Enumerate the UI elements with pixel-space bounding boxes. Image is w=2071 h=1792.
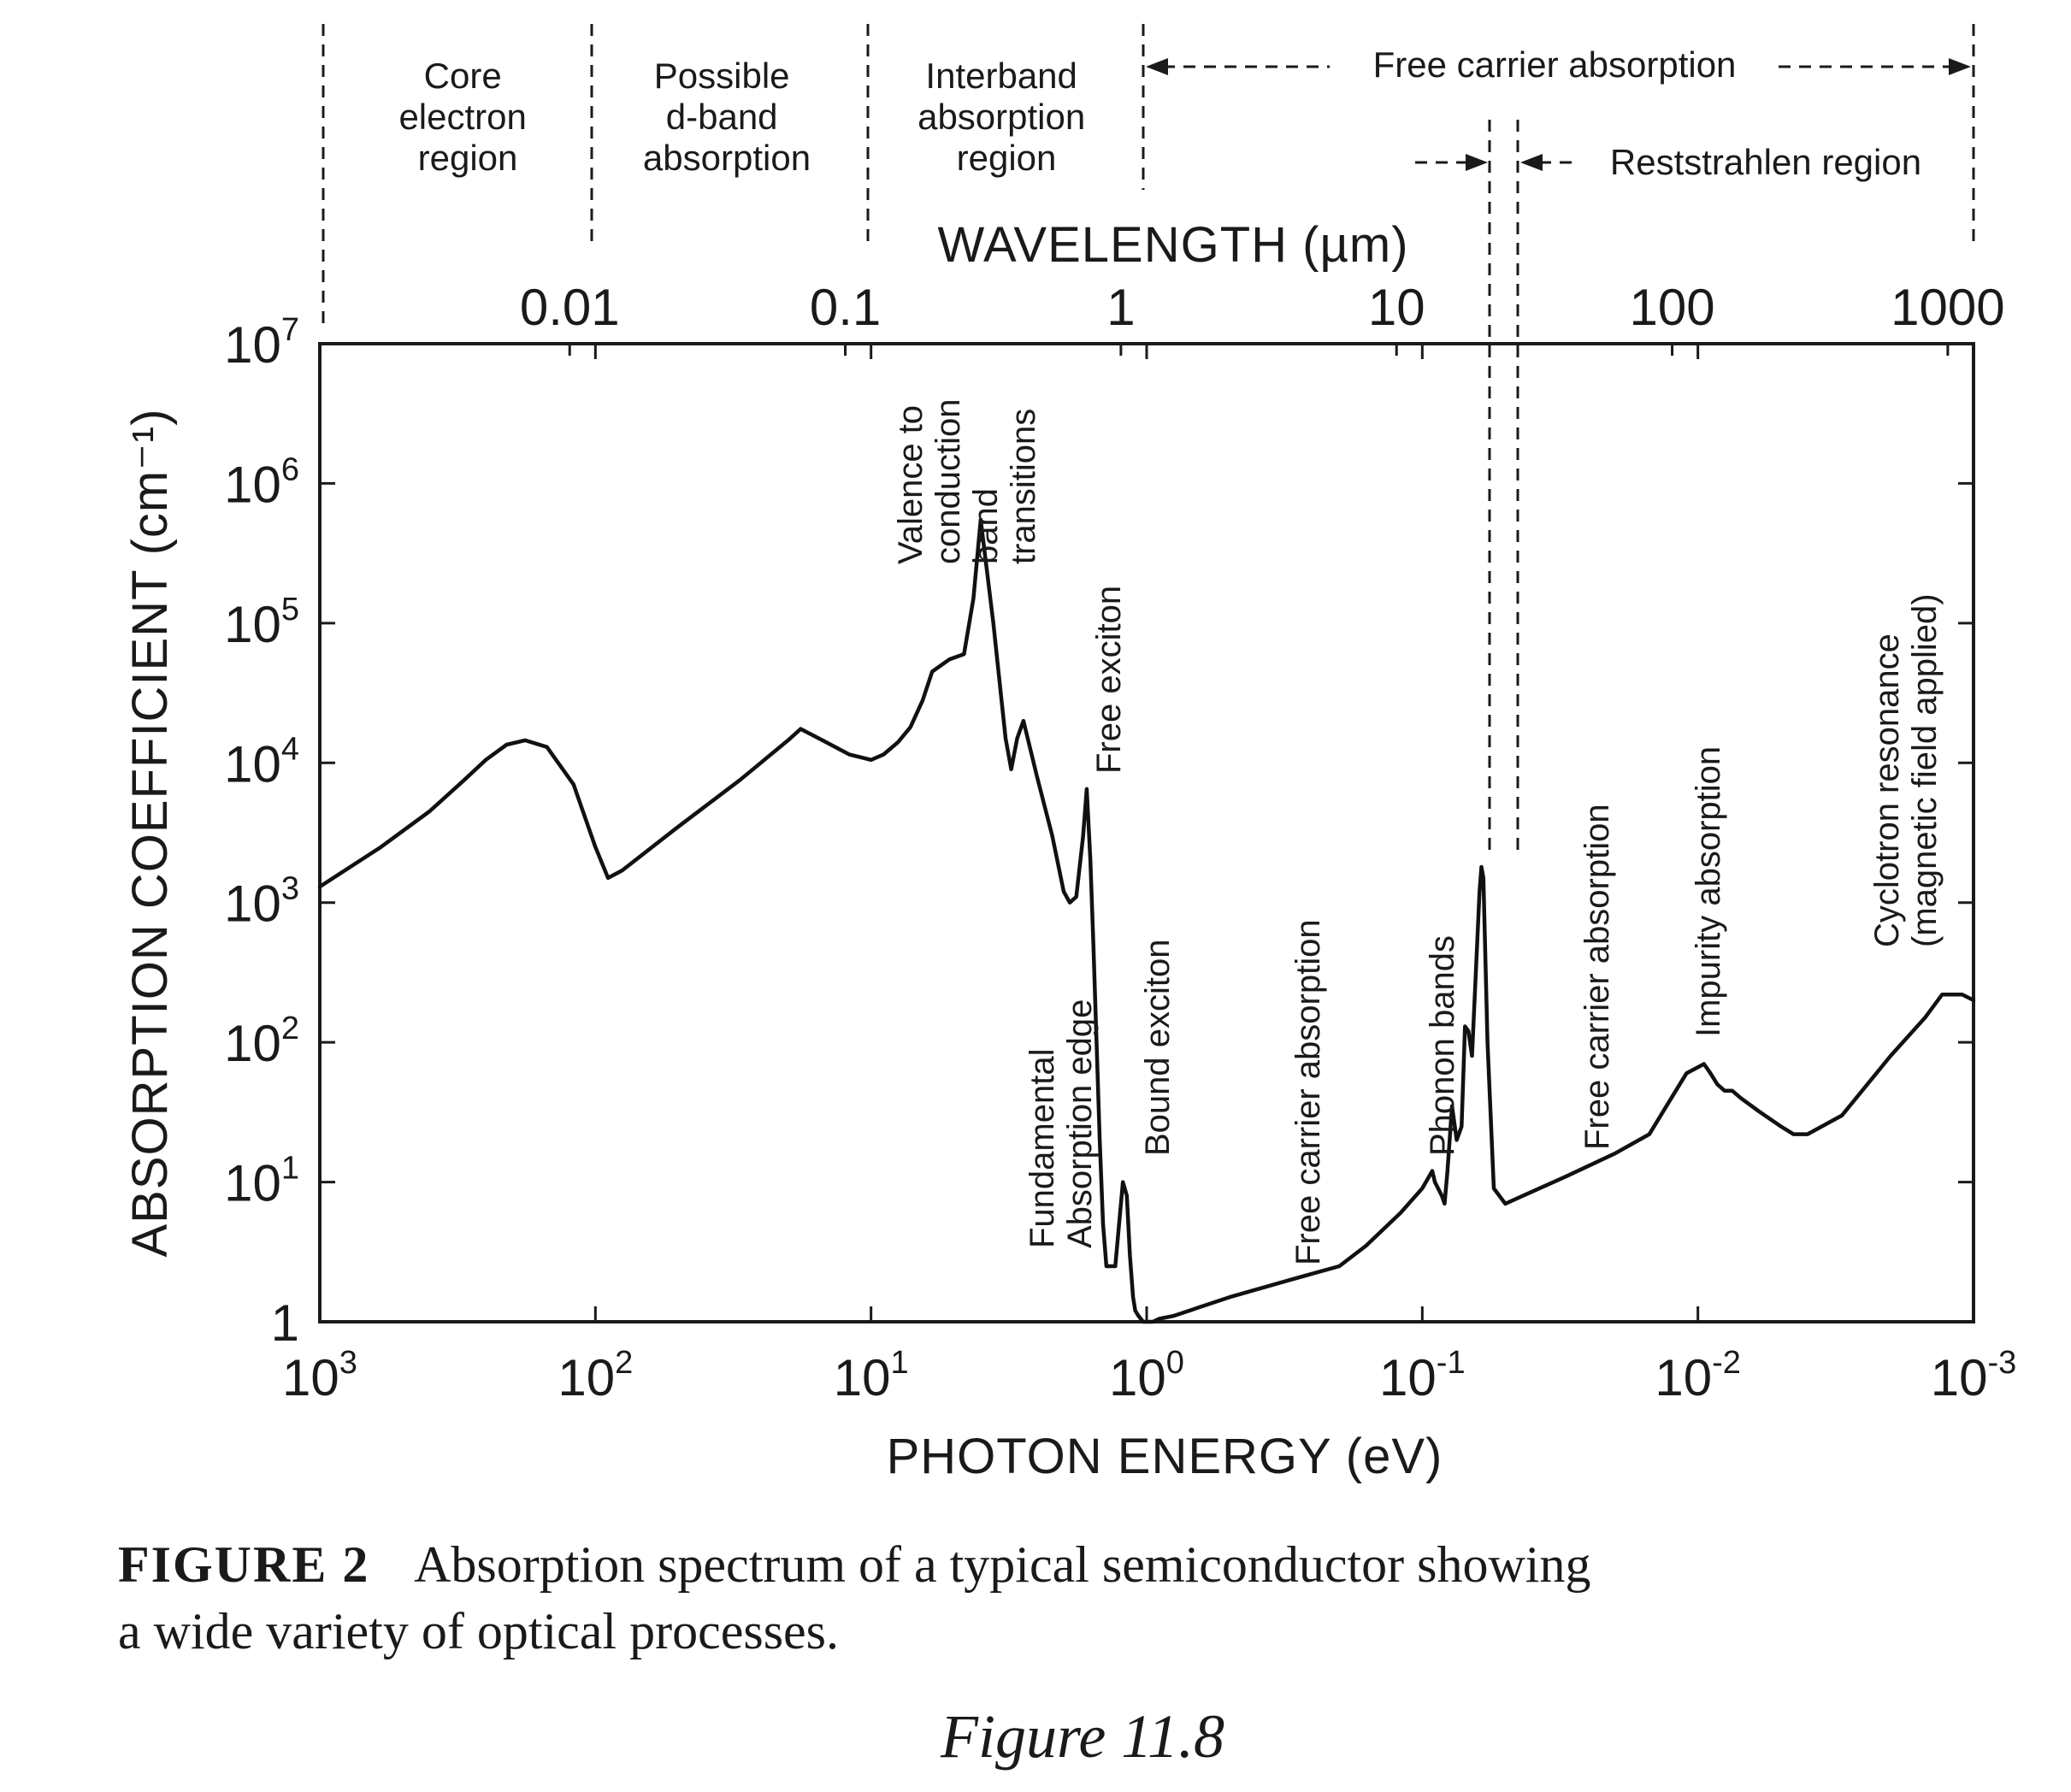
x-tick-label: 10-2 <box>1655 1345 1741 1406</box>
x-axis-title: PHOTON ENERGY (eV) <box>887 1429 1443 1484</box>
region-arrows <box>1146 58 1971 171</box>
annotation-impurity: Impurity absorption <box>1690 746 1727 1037</box>
y-tick-label: 102 <box>224 1011 299 1072</box>
region-separators <box>322 24 1975 855</box>
figure-caption-line1: FIGURE 2 Absorption spectrum of a typica… <box>118 1536 1590 1593</box>
annotation-free-carrier-2: Free carrier absorption <box>1578 804 1616 1150</box>
figure-number: Figure 11.8 <box>940 1702 1224 1771</box>
y-tick-label: 101 <box>224 1151 299 1212</box>
region-interband-label: Interband absorption region <box>917 56 1095 178</box>
x-tick-label: 102 <box>558 1345 633 1406</box>
y-axis-title: ABSORPTION COEFFICIENT (cm⁻¹) <box>122 409 178 1258</box>
free-carrier-arrow-left-head <box>1146 58 1168 75</box>
annotation-fundamental-edge: Fundamental Absorption edge <box>1024 999 1099 1248</box>
annotation-phonon-bands: Phonon bands <box>1424 935 1461 1156</box>
y-tick-label: 107 <box>224 312 299 374</box>
region-labels: Core electron region Possible d-band abs… <box>398 44 1921 182</box>
x-tick-label: 10-1 <box>1379 1345 1466 1406</box>
region-free-carrier-label: Free carrier absorption <box>1373 44 1737 85</box>
x-tick-label: 10-3 <box>1931 1345 2017 1406</box>
region-dband-label: Possible d-band absorption <box>643 56 811 178</box>
top-tick-labels: 0.01 0.1 1 10 100 1000 <box>520 279 2005 336</box>
annotation-cyclotron: Cyclotron resonance (magnetic field appl… <box>1868 593 1944 947</box>
y-tick-label: 103 <box>224 871 299 933</box>
wavelength-tick-label: 1 <box>1106 279 1135 336</box>
region-core-label: Core electron region <box>398 56 536 178</box>
y-tick-label: 106 <box>224 451 299 513</box>
axis-ticks <box>318 342 1975 1323</box>
curve-annotations: Valence to conduction band transitions F… <box>892 389 1944 1265</box>
caption-text-line1: Absorption spectrum of a typical semicon… <box>414 1536 1590 1593</box>
annotation-free-carrier-1: Free carrier absorption <box>1289 919 1327 1265</box>
wavelength-tick-label: 100 <box>1629 279 1714 336</box>
x-tick-label: 103 <box>282 1345 357 1406</box>
x2-axis-title: WAVELENGTH (µm) <box>937 217 1408 273</box>
y-tick-label: 105 <box>224 592 299 653</box>
wavelength-tick-label: 0.1 <box>810 279 881 336</box>
annotation-free-exciton: Free exciton <box>1090 586 1128 774</box>
y-tick-label: 1 <box>271 1294 299 1352</box>
x-tick-label: 101 <box>834 1345 909 1406</box>
y-tick-labels: 1 101 102 103 104 105 106 107 <box>224 312 299 1352</box>
wavelength-tick-label: 1000 <box>1891 279 2004 336</box>
absorption-curve <box>317 517 1976 1324</box>
reststrahlen-right-arrow-head <box>1520 154 1543 171</box>
caption-label: FIGURE 2 <box>118 1536 369 1593</box>
x-tick-labels: 103 102 101 100 10-1 10-2 10-3 <box>282 1345 2016 1406</box>
x-tick-label: 100 <box>1109 1345 1184 1406</box>
annotation-valence-conduction: Valence to conduction band transitions <box>892 389 1042 564</box>
wavelength-tick-label: 10 <box>1368 279 1425 336</box>
figure-caption-line2: a wide variety of optical processes. <box>118 1603 839 1659</box>
wavelength-tick-label: 0.01 <box>520 279 620 336</box>
annotation-bound-exciton: Bound exciton <box>1139 939 1177 1156</box>
free-carrier-arrow-right-head <box>1949 58 1971 75</box>
reststrahlen-left-arrow-head <box>1466 154 1488 171</box>
y-tick-label: 104 <box>224 731 299 793</box>
region-reststrahlen-label: Reststrahlen region <box>1610 142 1921 182</box>
